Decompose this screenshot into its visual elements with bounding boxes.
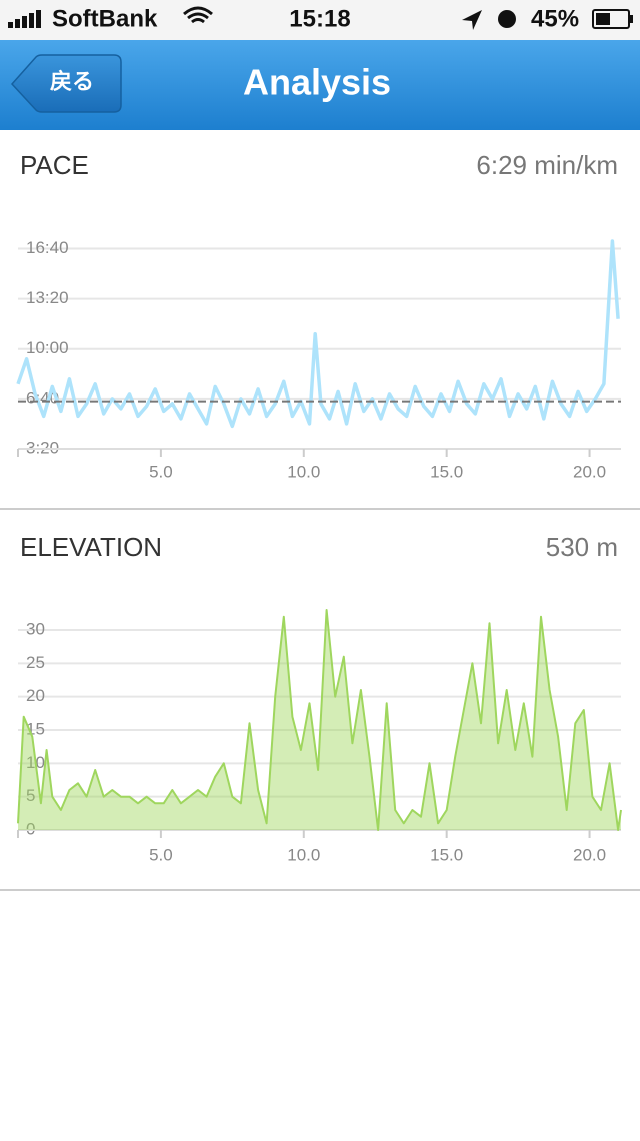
carrier: SoftBank bbox=[52, 5, 158, 32]
x-tick-label: 5.0 bbox=[149, 845, 173, 864]
nav-title: Analysis bbox=[243, 62, 391, 103]
battery-text: 45% bbox=[531, 5, 579, 32]
y-tick-label: 10:00 bbox=[26, 338, 69, 357]
y-tick-label: 0 bbox=[26, 819, 35, 838]
x-tick-label: 20.0 bbox=[573, 845, 606, 864]
signal-icon bbox=[8, 10, 41, 28]
pace-line bbox=[16, 239, 620, 429]
section-title: ELEVATION bbox=[20, 532, 162, 562]
y-tick-label: 5 bbox=[26, 786, 35, 805]
battery-level bbox=[596, 13, 610, 25]
y-tick-label: 3:20 bbox=[26, 438, 59, 457]
battery-icon bbox=[592, 9, 630, 29]
section-value: 6:29 min/km bbox=[476, 150, 618, 180]
x-tick-label: 10.0 bbox=[287, 462, 320, 481]
location-icon bbox=[462, 10, 482, 30]
y-tick-label: 16:40 bbox=[26, 238, 69, 257]
y-tick-label: 13:20 bbox=[26, 288, 69, 307]
clock: 15:18 bbox=[289, 5, 350, 32]
y-tick-label: 25 bbox=[26, 653, 45, 672]
section-title: PACE bbox=[20, 150, 89, 180]
elevation-line bbox=[17, 609, 622, 831]
x-tick-label: 15.0 bbox=[430, 462, 463, 481]
area-fill bbox=[18, 610, 621, 830]
back-label[interactable]: 戻る bbox=[50, 69, 94, 94]
wifi-icon bbox=[183, 6, 213, 24]
battery-tip bbox=[630, 15, 633, 23]
section-value: 530 m bbox=[546, 532, 618, 562]
x-tick-label: 5.0 bbox=[149, 462, 173, 481]
y-tick-label: 30 bbox=[26, 619, 45, 638]
status-bar bbox=[0, 0, 640, 40]
x-tick-label: 20.0 bbox=[573, 462, 606, 481]
y-tick-label: 20 bbox=[26, 686, 45, 705]
back-button[interactable] bbox=[10, 54, 122, 113]
alarm-icon bbox=[498, 10, 516, 28]
x-tick-label: 10.0 bbox=[287, 845, 320, 864]
x-tick-label: 15.0 bbox=[430, 845, 463, 864]
